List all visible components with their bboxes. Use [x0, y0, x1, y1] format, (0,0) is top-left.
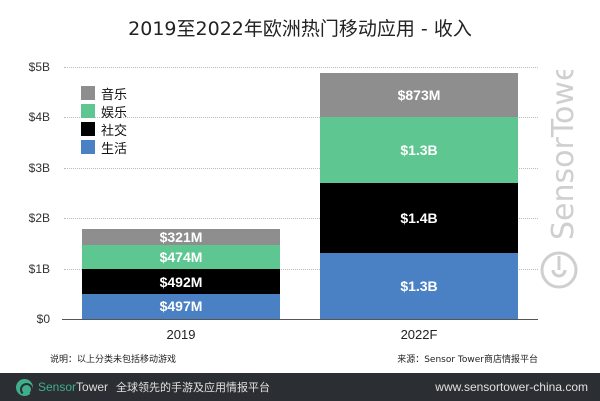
gridline — [64, 167, 538, 169]
y-axis-tick: $2B — [28, 211, 50, 226]
note-disclaimer: 说明：以上分类未包括移动游戏 — [50, 355, 177, 365]
legend-label: 音乐 — [101, 87, 128, 103]
y-axis-tick: $5B — [28, 60, 50, 74]
bar-segment: $474M — [82, 245, 280, 270]
bar-segment: $1.3B — [320, 117, 518, 183]
footer-bar: Sensor Tower 全球领先的手游及应用情报平台 www.sensorto… — [0, 373, 600, 401]
footer-brand-sensor: Sensor — [38, 380, 77, 394]
footer-slogan: 全球领先的手游及应用情报平台 — [116, 381, 271, 394]
legend-item: 生活 — [81, 138, 128, 157]
gridline — [64, 218, 538, 220]
note-source: 来源：Sensor Tower商店情报平台 — [397, 355, 538, 365]
gridline — [64, 268, 538, 270]
bar-segment: $1.3B — [320, 253, 518, 319]
footer-url-link[interactable]: www.sensortower-china.com — [435, 380, 588, 394]
bar-2022F: $1.3B $1.4B $1.3B $873M — [320, 73, 518, 319]
legend-swatch-icon — [81, 86, 95, 100]
legend-label: 娱乐 — [101, 105, 128, 121]
legend-label: 生活 — [101, 141, 128, 157]
bar-segment: $873M — [320, 73, 518, 118]
legend-swatch-icon — [81, 140, 95, 154]
y-axis-tick: $4B — [28, 110, 50, 125]
y-axis-tick: $0 — [36, 312, 50, 326]
chart-title: 2019至2022年欧洲热门移动应用 - 收入 — [128, 18, 472, 40]
x-axis-baseline — [62, 319, 538, 320]
chart-legend: 音乐 娱乐 社交 生活 — [81, 84, 128, 157]
x-axis-label: 2019 — [166, 327, 196, 342]
gridline — [64, 117, 538, 119]
footer-brand-tower: Tower — [76, 380, 109, 394]
legend-item: 音乐 — [81, 84, 128, 103]
legend-item: 娱乐 — [81, 102, 128, 121]
bar-segment: $492M — [82, 269, 280, 294]
sensortower-watermark-icon: SensorTower — [540, 70, 581, 289]
legend-swatch-icon — [81, 104, 95, 118]
legend-item: 社交 — [81, 120, 128, 139]
bar-segment: $497M — [82, 293, 280, 319]
bar-segment: $1.4B — [320, 182, 518, 254]
sensortower-logo-icon — [16, 378, 33, 396]
y-axis-tick: $1B — [28, 261, 50, 276]
chart-plot-area: $0 $1B $2B $3B $4B $5B $497M $492M $474M $321M 201… — [28, 60, 538, 342]
svg-text:SensorTower: SensorTower — [546, 70, 581, 240]
legend-swatch-icon — [81, 122, 95, 136]
bar-segment: $321M — [82, 229, 280, 246]
y-axis-tick: $3B — [28, 160, 50, 175]
x-axis-label: 2022F — [400, 327, 438, 342]
legend-label: 社交 — [101, 123, 128, 139]
bar-2019: $497M $492M $474M $321M — [82, 229, 280, 319]
gridline — [64, 67, 538, 68]
